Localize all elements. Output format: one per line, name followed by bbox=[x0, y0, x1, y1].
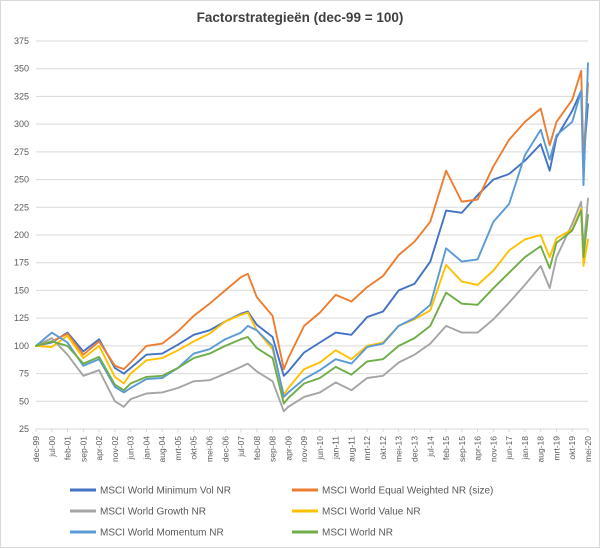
y-tick-label: 175 bbox=[14, 258, 29, 268]
x-tick-label: mrt-05 bbox=[173, 436, 183, 461]
y-tick-label: 250 bbox=[14, 175, 29, 185]
x-tick-label: jan-04 bbox=[141, 436, 151, 461]
series-line bbox=[35, 62, 589, 398]
legend-label: MSCI World NR bbox=[322, 528, 393, 539]
series-lines bbox=[35, 62, 589, 413]
legend-item: MSCI World Value NR bbox=[292, 507, 421, 518]
x-tick-label: okt-05 bbox=[189, 436, 199, 460]
y-tick-label: 150 bbox=[14, 285, 29, 295]
legend-label: MSCI World Momentum NR bbox=[100, 528, 224, 539]
legend: MSCI World Minimum Vol NR MSCI World Equa… bbox=[70, 486, 493, 539]
x-tick-label: mrt-12 bbox=[362, 436, 372, 461]
x-tick-label: jun-10 bbox=[315, 436, 325, 461]
x-axis-ticks bbox=[35, 429, 589, 432]
x-tick-label: feb-15 bbox=[441, 436, 451, 460]
x-tick-label: apr-16 bbox=[473, 436, 483, 461]
x-tick-label: aug-11 bbox=[346, 436, 356, 462]
x-tick-label: feb-01 bbox=[63, 436, 73, 460]
series-line bbox=[35, 69, 589, 371]
y-tick-label: 75 bbox=[19, 369, 29, 379]
x-tick-label: feb-08 bbox=[252, 436, 262, 460]
y-tick-label: 350 bbox=[14, 64, 29, 74]
x-tick-label: nov-02 bbox=[110, 436, 120, 462]
x-tick-label: jul-07 bbox=[236, 436, 246, 458]
x-tick-label: apr-02 bbox=[94, 436, 104, 461]
legend-item: MSCI World Growth NR bbox=[70, 507, 206, 518]
x-tick-label: sep-15 bbox=[457, 436, 467, 462]
x-tick-label: okt-19 bbox=[567, 436, 577, 460]
x-tick-label: mrt-19 bbox=[551, 436, 561, 461]
x-tick-label: mei-06 bbox=[204, 436, 214, 462]
y-axis-labels: 25 50 75 100 125 150 175 200 225 250 275 300 325 350 3… bbox=[14, 36, 29, 434]
y-tick-label: 225 bbox=[14, 202, 29, 212]
x-tick-label: nov-16 bbox=[488, 436, 498, 462]
legend-item: MSCI World Momentum NR bbox=[70, 528, 224, 539]
y-tick-label: 300 bbox=[14, 119, 29, 129]
x-tick-label: mei-20 bbox=[583, 436, 593, 462]
x-tick-label: aug-18 bbox=[536, 436, 546, 463]
x-tick-label: dec-13 bbox=[410, 436, 420, 462]
x-tick-label: dec-99 bbox=[31, 436, 41, 462]
legend-label: MSCI World Equal Weighted NR (size) bbox=[322, 486, 493, 497]
legend-item: MSCI World Equal Weighted NR (size) bbox=[292, 486, 493, 497]
y-tick-label: 50 bbox=[19, 396, 29, 406]
y-tick-label: 25 bbox=[19, 424, 29, 434]
x-tick-label: apr-09 bbox=[283, 436, 293, 461]
y-tick-label: 200 bbox=[14, 230, 29, 240]
x-tick-label: dec-06 bbox=[220, 436, 230, 462]
y-tick-label: 375 bbox=[14, 36, 29, 46]
legend-label: MSCI World Minimum Vol NR bbox=[100, 486, 231, 497]
legend-label: MSCI World Value NR bbox=[322, 507, 421, 518]
y-tick-label: 275 bbox=[14, 147, 29, 157]
series-line bbox=[35, 209, 589, 405]
x-tick-label: jun-17 bbox=[504, 436, 514, 461]
legend-item: MSCI World Minimum Vol NR bbox=[70, 486, 231, 497]
x-tick-label: jul-14 bbox=[425, 436, 435, 458]
series-line bbox=[35, 89, 589, 377]
x-tick-label: okt-12 bbox=[378, 436, 388, 460]
y-tick-label: 100 bbox=[14, 341, 29, 351]
series-line bbox=[35, 207, 589, 396]
x-axis-labels: dec-99 jul-00 feb-01 sep-01 apr-02 nov-02 jun-… bbox=[31, 436, 593, 463]
x-tick-label: jun-03 bbox=[126, 436, 136, 461]
legend-label: MSCI World Growth NR bbox=[100, 507, 206, 518]
x-tick-label: sep-01 bbox=[78, 436, 88, 462]
series-line bbox=[35, 197, 589, 413]
x-tick-label: jan-11 bbox=[331, 436, 341, 460]
x-tick-label: mei-13 bbox=[394, 436, 404, 462]
x-tick-label: aug-04 bbox=[157, 436, 167, 463]
y-tick-label: 325 bbox=[14, 91, 29, 101]
x-tick-label: nov-09 bbox=[299, 436, 309, 462]
legend-item: MSCI World NR bbox=[292, 528, 393, 539]
x-tick-label: sep-08 bbox=[268, 436, 278, 462]
y-tick-label: 125 bbox=[14, 313, 29, 323]
chart-title: Factorstrategieën (dec-99 = 100) bbox=[197, 10, 404, 25]
x-tick-label: jul-00 bbox=[47, 436, 57, 458]
x-tick-label: jan-18 bbox=[520, 436, 530, 461]
